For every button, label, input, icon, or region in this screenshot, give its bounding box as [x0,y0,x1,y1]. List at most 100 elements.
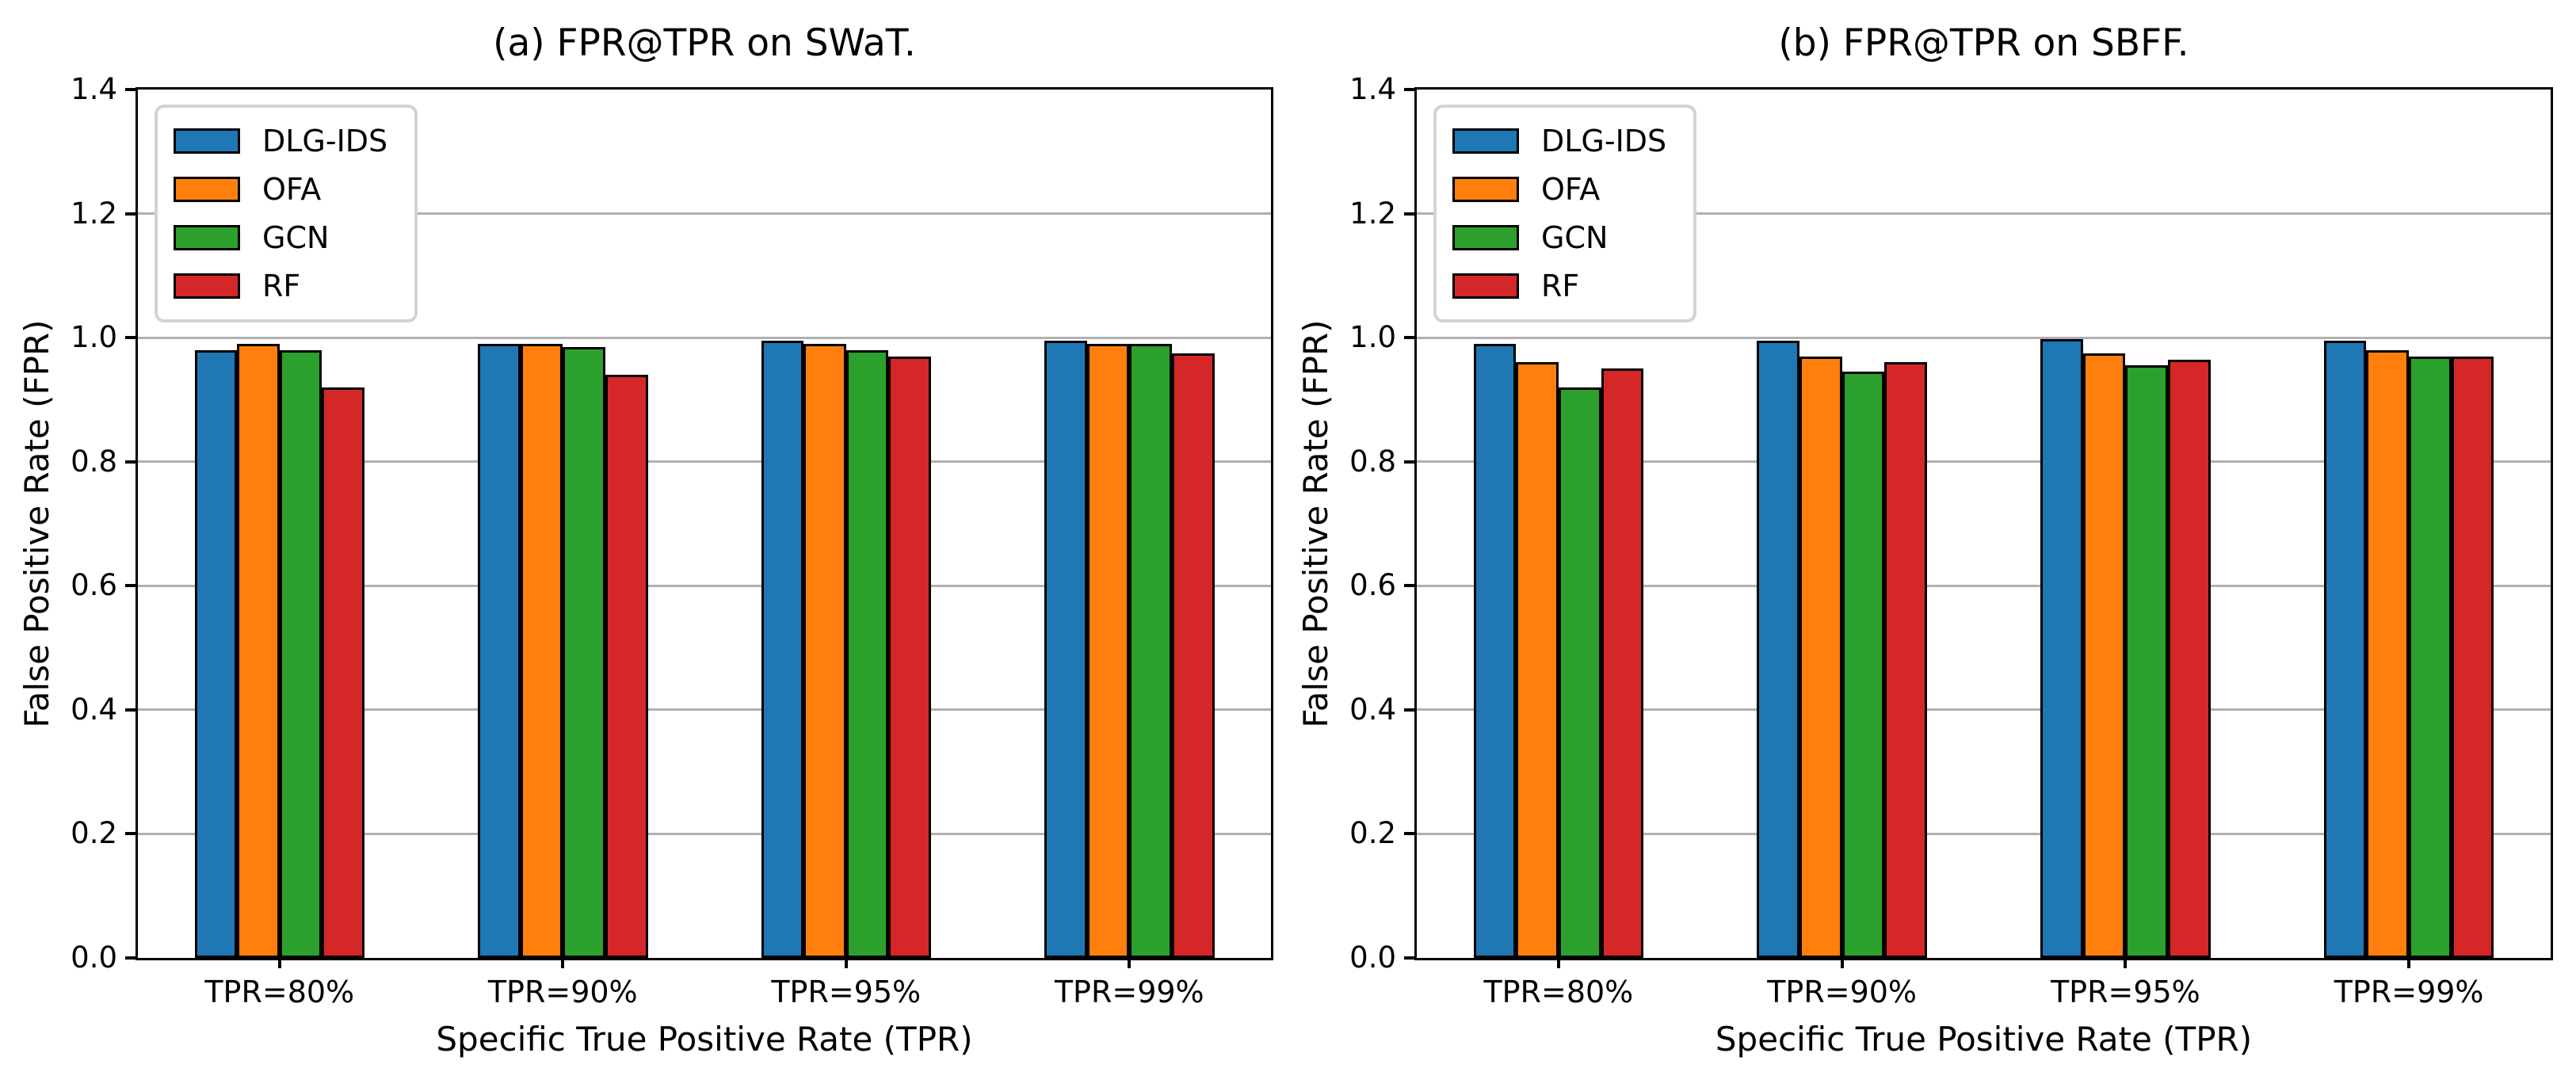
legend-swatch-icon [1452,177,1519,202]
x-tick-label: TPR=99% [1054,975,1204,1009]
bar-dlg-ids-tpr=90% [478,343,521,958]
bar-dlg-ids-tpr=95% [761,341,804,958]
y-tick-label: 0.0 [71,941,117,975]
gridline-y-0.8 [138,460,1271,464]
bar-gcn-tpr=80% [279,349,322,958]
bar-rf-tpr=80% [1601,368,1644,958]
x-tick-label: TPR=99% [2334,975,2484,1009]
legend-swatch-icon [174,225,240,250]
legend-row-rf: RF [174,269,387,303]
legend-label: GCN [262,220,330,255]
bar-dlg-ids-tpr=95% [2040,338,2083,958]
bar-ofa-tpr=99% [2366,349,2410,958]
gridline-y-1.2 [1417,212,2551,216]
gridline-y-0.2 [1417,832,2551,835]
legend-label: DLG-IDS [1541,124,1667,158]
y-tick-mark [1404,460,1414,464]
y-tick-label: 1.2 [1349,196,1396,231]
y-tick-mark [1404,832,1414,836]
legend-label: RF [262,269,301,303]
x-tick-mark [1840,958,1844,968]
legend-swatch-icon [1452,273,1519,299]
bar-ofa-tpr=95% [803,343,846,958]
y-tick-label: 0.2 [1349,816,1396,851]
y-tick-label: 0.8 [71,444,117,479]
y-tick-mark [125,832,135,836]
y-tick-label: 0.4 [71,692,117,727]
legend-label: OFA [262,172,322,207]
legend-label: GCN [1541,220,1609,255]
y-tick-label: 0.0 [1349,941,1396,975]
legend-row-gcn: GCN [1452,220,1666,255]
y-tick-mark [125,460,135,464]
gridline-y-0.6 [138,584,1271,587]
gridline-y-0.8 [1417,460,2551,464]
y-tick-label: 1.2 [71,196,117,231]
y-tick-mark [1404,956,1414,960]
legend-row-dlg-ids: DLG-IDS [1452,124,1666,158]
bar-rf-tpr=90% [605,375,648,958]
y-tick-label: 1.0 [71,320,117,355]
gridline-y-0.2 [138,832,1271,835]
legend-swatch-icon [1452,225,1519,250]
chart-b-title: (b) FPR@TPR on SBFF. [1778,21,2189,65]
x-tick-label: TPR=95% [771,975,922,1009]
x-tick-mark [844,958,848,968]
bar-rf-tpr=99% [1171,353,1215,958]
bar-dlg-ids-tpr=90% [1757,341,1799,958]
x-tick-label: TPR=90% [1767,975,1918,1009]
y-tick-mark [1404,212,1414,216]
bar-rf-tpr=80% [322,387,364,958]
legend-row-rf: RF [1452,269,1666,303]
bar-dlg-ids-tpr=80% [194,349,238,958]
y-tick-label: 0.2 [71,816,117,851]
legend-label: DLG-IDS [262,124,388,158]
gridline-y-0.4 [1417,708,2551,712]
bar-rf-tpr=90% [1884,362,1927,958]
bar-dlg-ids-tpr=80% [1473,343,1517,958]
x-tick-label: TPR=95% [2050,975,2200,1009]
y-tick-label: 0.4 [1349,692,1396,727]
chart-a-x-axis-label: Specific True Positive Rate (TPR) [436,1020,973,1059]
legend: DLG-IDS OFA GCN RF [155,105,418,322]
chart-a-title: (a) FPR@TPR on SWaT. [493,21,916,65]
y-tick-mark [1404,88,1414,91]
y-tick-mark [1404,336,1414,340]
bar-rf-tpr=95% [2168,359,2211,958]
legend-row-gcn: GCN [174,220,387,255]
bar-gcn-tpr=95% [2125,365,2169,958]
y-tick-label: 0.6 [71,568,117,603]
y-tick-label: 0.8 [1349,444,1396,479]
legend-row-ofa: OFA [1452,172,1666,207]
bar-rf-tpr=99% [2451,356,2494,958]
y-tick-label: 1.4 [71,72,117,106]
legend-swatch-icon [174,177,240,202]
bar-ofa-tpr=80% [1516,362,1559,958]
x-tick-mark [2124,958,2128,968]
bar-ofa-tpr=90% [520,343,563,958]
gridline-y-0.6 [1417,584,2551,587]
y-tick-label: 1.0 [1349,320,1396,355]
gridline-y-1.0 [1417,336,2551,339]
bar-rf-tpr=95% [888,356,931,958]
y-tick-mark [125,956,135,960]
bar-gcn-tpr=90% [563,346,605,958]
legend-swatch-icon [174,273,240,299]
legend-label: RF [1541,269,1580,303]
chart-b-y-axis-label: False Positive Rate (FPR) [1296,319,1335,728]
bar-dlg-ids-tpr=99% [2323,341,2367,958]
bar-gcn-tpr=80% [1558,387,1601,958]
y-tick-label: 1.4 [1349,72,1396,106]
chart-b-plot-area: 0.0 0.2 0.4 0.6 0.8 1.0 1.2 1.4 TPR=80% TPR=90% TP… [1349,74,2553,1009]
bar-ofa-tpr=90% [1799,356,1842,958]
bar-ofa-tpr=80% [237,343,280,958]
bar-ofa-tpr=99% [1086,343,1130,958]
y-tick-mark [125,336,135,340]
bar-dlg-ids-tpr=99% [1044,341,1087,958]
gridline-y-1.0 [138,336,1271,339]
y-tick-mark [125,212,135,216]
y-tick-mark [1404,584,1414,588]
x-tick-label: TPR=90% [487,975,638,1009]
y-tick-mark [1404,708,1414,712]
bar-gcn-tpr=99% [2409,356,2452,958]
